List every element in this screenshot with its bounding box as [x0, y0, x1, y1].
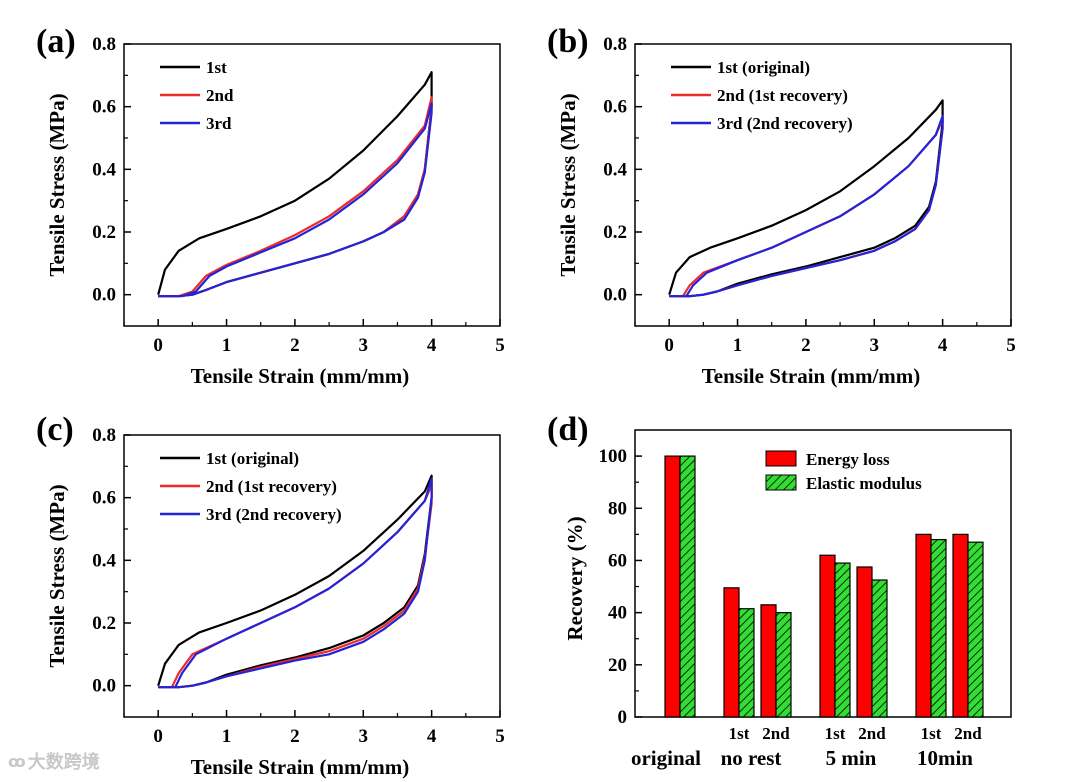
panel-d-bar-10min-1st-energy-loss — [915, 533, 932, 718]
panel-b-frame — [634, 43, 1012, 327]
panel-b-ytick-label: 0.6 — [603, 97, 627, 118]
panel-d-bar-original-energy-loss — [664, 455, 681, 718]
panel-d-sub-label: 2nd — [858, 724, 886, 743]
panel-d-bar-5-min-1st-elastic-modulus — [834, 562, 851, 718]
panel-d-bar-10min-1st-elastic-modulus — [930, 538, 947, 718]
panel-d-bar-original-elastic-modulus — [679, 455, 696, 718]
panel-a-ylabel: Tensile Stress (MPa) — [45, 93, 69, 276]
panel-d-bar-no-rest-2nd-elastic-modulus — [775, 612, 792, 718]
panel-c-ytick-label: 0.2 — [92, 613, 116, 634]
panel-a-xtick-label: 0 — [153, 335, 163, 356]
panel-d-ytick-label: 40 — [608, 603, 627, 624]
panel-b-ylabel: Tensile Stress (MPa) — [556, 93, 580, 276]
panel-a-xtick-label: 2 — [290, 335, 300, 356]
panel-d-legend-label-1: Energy loss — [806, 450, 890, 469]
panel-d-label: (d) — [547, 411, 589, 448]
panel-c-ytick-label: 0.4 — [92, 550, 116, 571]
panel-b-series-2-line — [669, 118, 944, 298]
panel-b-legend-label-3: 3rd (2nd recovery) — [717, 114, 853, 133]
panel-d-group-label: original — [631, 746, 701, 770]
panel-c-series-3-line — [158, 477, 433, 689]
panel-b-xtick-label: 0 — [664, 335, 674, 356]
panel-d-ytick-label: 20 — [608, 655, 627, 676]
panel-b-xlabel: Tensile Strain (mm/mm) — [702, 364, 921, 388]
panel-a-ytick-label: 0.6 — [92, 97, 116, 118]
panel-c-legend-label-2: 2nd (1st recovery) — [206, 477, 337, 496]
panel-d-bar-10min-2nd-elastic-modulus — [967, 541, 984, 718]
panel-d-legend-swatch-2 — [765, 474, 797, 491]
panel-c-ytick-label: 0.0 — [92, 676, 116, 697]
watermark-logo-icon: ꝏ — [8, 751, 26, 771]
panel-d-legend-label-2: Elastic modulus — [806, 474, 922, 493]
panel-c-frame — [123, 434, 501, 718]
panel-d-sub-label: 1st — [921, 724, 942, 743]
panel-d-bar-5-min-2nd-energy-loss — [856, 566, 873, 718]
watermark: ꝏ 大数跨境 — [8, 748, 100, 774]
panel-d-sub-label: 2nd — [762, 724, 790, 743]
panel-a-legend-label-2: 2nd — [206, 86, 234, 105]
panel-b-xtick-label: 1 — [733, 335, 743, 356]
panel-b-xtick-label: 5 — [1006, 335, 1016, 356]
panel-c-legend-label-3: 3rd (2nd recovery) — [206, 505, 342, 524]
panel-a-ytick-label: 0.4 — [92, 159, 116, 180]
panel-c-ytick-label: 0.6 — [92, 488, 116, 509]
panel-d-ytick-label: 0 — [618, 707, 628, 728]
panel-d-ylabel: Recovery (%) — [563, 516, 587, 640]
panel-b-label: (b) — [547, 23, 589, 60]
panel-d-sub-label: 2nd — [954, 724, 982, 743]
panel-b-xtick-label: 3 — [870, 335, 880, 356]
panel-d-bar-no-rest-1st-energy-loss — [723, 587, 740, 718]
panel-d-ytick-label: 80 — [608, 498, 627, 519]
panel-b-ytick-label: 0.8 — [603, 34, 627, 55]
panel-b-xtick-label: 2 — [801, 335, 811, 356]
panel-d-group-label: no rest — [721, 746, 782, 770]
panel-c-xtick-label: 1 — [222, 726, 232, 747]
panel-b-series-3-line — [669, 114, 944, 298]
panel-c-xtick-label: 2 — [290, 726, 300, 747]
panel-d-sub-label: 1st — [825, 724, 846, 743]
panel-d-bar-no-rest-2nd-energy-loss — [760, 604, 777, 718]
panel-d-bar-no-rest-1st-elastic-modulus — [738, 608, 755, 718]
panel-b-ytick-label: 0.2 — [603, 222, 627, 243]
watermark-text: 大数跨境 — [27, 752, 100, 773]
panel-b-legend-label-2: 2nd (1st recovery) — [717, 86, 848, 105]
panel-d-sub-label: 1st — [729, 724, 750, 743]
panel-c-xtick-label: 5 — [495, 726, 505, 747]
panel-d-ytick-label: 60 — [608, 550, 627, 571]
panel-c-xtick-label: 3 — [359, 726, 369, 747]
panel-c-ylabel: Tensile Stress (MPa) — [45, 484, 69, 667]
panel-a-xlabel: Tensile Strain (mm/mm) — [191, 364, 410, 388]
panel-a-xtick-label: 4 — [427, 335, 437, 356]
panel-d-bar-10min-2nd-energy-loss — [952, 533, 969, 718]
panel-a-ytick-label: 0.2 — [92, 222, 116, 243]
panel-a-xtick-label: 5 — [495, 335, 505, 356]
panel-c-xlabel: Tensile Strain (mm/mm) — [191, 755, 410, 779]
panel-b-ytick-label: 0.4 — [603, 159, 627, 180]
panel-a-series-2-line — [158, 96, 433, 298]
panel-c-xtick-label: 0 — [153, 726, 163, 747]
panel-a-frame — [123, 43, 501, 327]
panel-d-group-label: 5 min — [826, 746, 877, 770]
panel-d-legend-swatch-1 — [765, 450, 797, 467]
panel-a-label: (a) — [36, 23, 76, 60]
panel-a-series-3-line — [158, 102, 433, 298]
panel-b-xtick-label: 4 — [938, 335, 948, 356]
panel-a-legend-label-3: 3rd — [206, 114, 232, 133]
panel-c-label: (c) — [36, 411, 74, 448]
panel-a-xtick-label: 3 — [359, 335, 369, 356]
panel-c-legend-label-1: 1st (original) — [206, 449, 299, 468]
panel-b-ytick-label: 0.0 — [603, 285, 627, 306]
panel-d-ytick-label: 100 — [599, 446, 628, 467]
panel-b-legend-label-1: 1st (original) — [717, 58, 810, 77]
panel-a-ytick-label: 0.8 — [92, 34, 116, 55]
panel-d-bar-5-min-2nd-elastic-modulus — [871, 579, 888, 718]
panel-d-group-label: 10min — [917, 746, 973, 770]
panel-c-ytick-label: 0.8 — [92, 425, 116, 446]
panel-a-legend-label-1: 1st — [206, 58, 227, 77]
panel-a-ytick-label: 0.0 — [92, 285, 116, 306]
panel-d-bar-5-min-1st-energy-loss — [819, 554, 836, 718]
panel-a-xtick-label: 1 — [222, 335, 232, 356]
panel-c-xtick-label: 4 — [427, 726, 437, 747]
